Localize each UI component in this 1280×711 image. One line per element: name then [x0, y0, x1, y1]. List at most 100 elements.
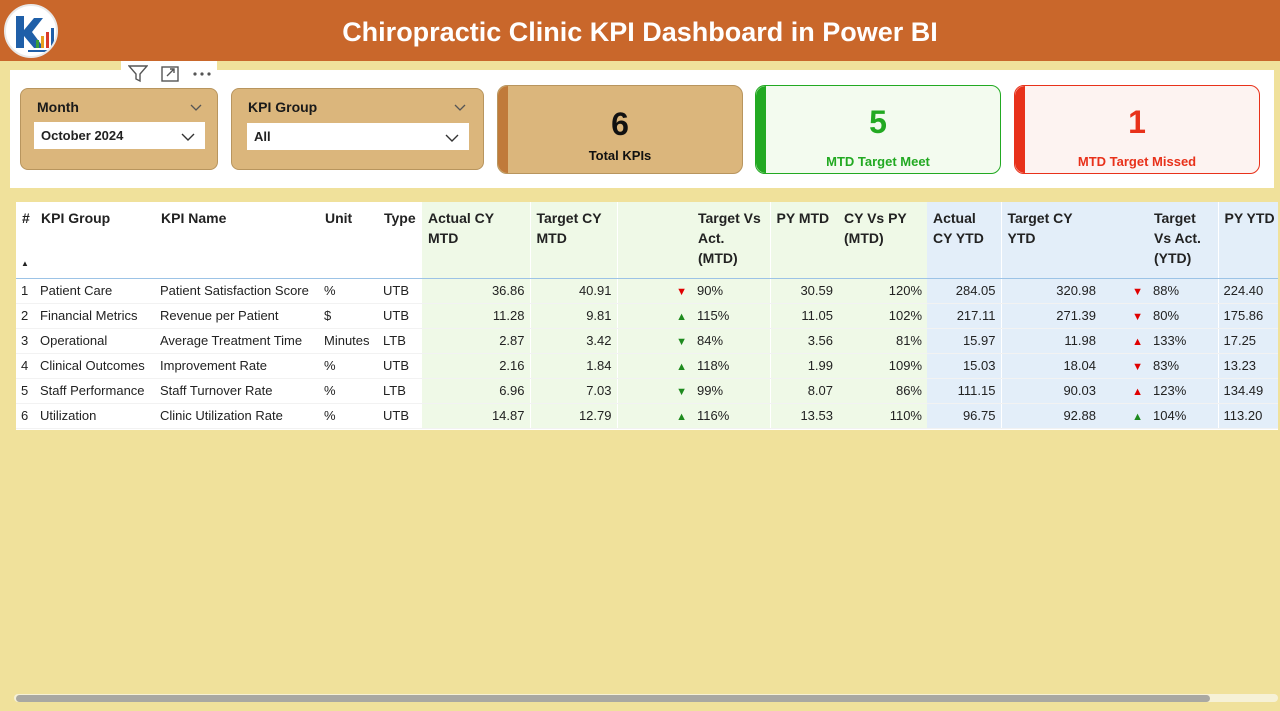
col-header-mtd-indicator — [617, 202, 692, 279]
mtd-status-arrow-icon: ▼ — [676, 386, 687, 398]
cell-mtd-indicator: ▲ — [617, 353, 692, 379]
card-accent-bar — [1015, 86, 1025, 173]
col-header-target-cy-ytd[interactable]: Target CY YTD — [1001, 202, 1101, 279]
mtd-status-arrow-icon: ▼ — [676, 336, 687, 348]
table-row[interactable]: 6 Utilization Clinic Utilization Rate% UTB 1… — [16, 403, 1278, 429]
cell-target-vs-act-mtd: 118% — [692, 353, 771, 379]
chevron-down-icon[interactable] — [189, 100, 203, 111]
cell-unit: % — [319, 353, 378, 379]
kpi-group-dropdown[interactable]: All — [247, 123, 469, 150]
card-accent-bar — [498, 86, 508, 173]
cell-py-mtd: 1.99 — [770, 353, 838, 379]
cell-type: LTB — [378, 328, 422, 354]
cell-ytd-indicator: ▼ — [1101, 353, 1148, 379]
cell-unit: % — [319, 403, 378, 429]
kpi-group-dropdown-value: All — [254, 129, 271, 144]
cell-target-cy-mtd: 1.84 — [530, 353, 618, 379]
cell-target-vs-act-mtd: 99% — [692, 378, 771, 404]
table-row[interactable]: 5 Staff Performance Staff Turnover Rate% LT… — [16, 378, 1278, 404]
cell-target-vs-act-mtd: 115% — [692, 303, 771, 329]
kpi-table[interactable]: # ▲ KPI Group KPI Name Unit Type Actual C… — [16, 202, 1278, 430]
cell-py-mtd: 13.53 — [770, 403, 838, 429]
col-header-target-vs-act-ytd[interactable]: Target Vs Act. (YTD) — [1148, 202, 1219, 279]
cell-target-vs-act-mtd: 116% — [692, 403, 771, 429]
col-header-actual-cy-ytd[interactable]: Actual CY YTD — [927, 202, 1002, 279]
cell-py-ytd: 17.25 — [1218, 328, 1278, 354]
cell-ytd-indicator: ▲ — [1101, 328, 1148, 354]
col-header-num[interactable]: # ▲ — [16, 202, 35, 279]
table-row[interactable]: 4 Clinical Outcomes Improvement Rate% UTB 2.… — [16, 353, 1278, 379]
cell-mtd-indicator: ▲ — [617, 303, 692, 329]
kpi-group-slicer: KPI Group All — [231, 88, 484, 170]
cell-num: 6 — [16, 403, 35, 429]
cell-cy-vs-py-mtd: 102% — [838, 303, 927, 329]
month-dropdown[interactable]: October 2024 — [34, 122, 205, 149]
cell-actual-cy-ytd: 284.05 — [927, 278, 1002, 304]
cell-target-cy-mtd: 40.91 — [530, 278, 618, 304]
cell-actual-cy-ytd: 15.03 — [927, 353, 1002, 379]
mtd-target-meet-value: 5 — [869, 104, 887, 140]
cell-target-cy-ytd: 18.04 — [1001, 353, 1101, 379]
ytd-status-arrow-icon: ▲ — [1132, 336, 1143, 348]
cell-actual-cy-mtd: 2.87 — [422, 328, 531, 354]
month-slicer-title: Month — [37, 99, 79, 115]
chevron-down-icon[interactable] — [453, 100, 467, 111]
cell-type: UTB — [378, 353, 422, 379]
focus-mode-icon[interactable] — [157, 63, 183, 85]
table-row[interactable]: 3 Operational Average Treatment Time Minute… — [16, 328, 1278, 354]
cell-py-mtd: 30.59 — [770, 278, 838, 304]
table-row[interactable]: 2 Financial Metrics Revenue per Patient $ UT… — [16, 303, 1278, 329]
cell-actual-cy-ytd: 15.97 — [927, 328, 1002, 354]
cell-target-vs-act-mtd: 84% — [692, 328, 771, 354]
cell-kpi-group: Staff Performance — [35, 378, 155, 404]
table-header-row: # ▲ KPI Group KPI Name Unit Type Actual C… — [16, 202, 1278, 279]
col-header-target-vs-act-mtd[interactable]: Target Vs Act. (MTD) — [692, 202, 771, 279]
mtd-target-meet-card: 5 MTD Target Meet — [755, 85, 1001, 174]
cell-cy-vs-py-mtd: 109% — [838, 353, 927, 379]
scrollbar-thumb[interactable] — [16, 695, 1210, 702]
cell-ytd-indicator: ▲ — [1101, 403, 1148, 429]
col-header-cy-vs-py-mtd[interactable]: CY Vs PY (MTD) — [838, 202, 927, 279]
cell-py-ytd: 224.40 — [1218, 278, 1278, 304]
cell-kpi-name: Revenue per Patient — [155, 303, 319, 329]
col-header-target-cy-mtd[interactable]: Target CY MTD — [530, 202, 618, 279]
more-options-icon[interactable] — [189, 63, 215, 85]
cell-cy-vs-py-mtd: 86% — [838, 378, 927, 404]
col-header-kpi-group[interactable]: KPI Group — [35, 202, 155, 279]
cell-cy-vs-py-mtd: 110% — [838, 403, 927, 429]
filter-icon[interactable] — [125, 63, 151, 85]
kpi-logo-icon — [4, 4, 58, 58]
mtd-status-arrow-icon: ▲ — [676, 411, 687, 423]
cell-target-cy-ytd: 92.88 — [1001, 403, 1101, 429]
cell-target-vs-act-mtd: 90% — [692, 278, 771, 304]
ytd-status-arrow-icon: ▼ — [1132, 311, 1143, 323]
visual-header-toolbar — [121, 61, 217, 87]
col-header-type[interactable]: Type — [378, 202, 422, 279]
mtd-target-missed-card: 1 MTD Target Missed — [1014, 85, 1260, 174]
kpi-group-slicer-title: KPI Group — [248, 99, 318, 115]
month-slicer: Month October 2024 — [20, 88, 218, 170]
cell-py-mtd: 11.05 — [770, 303, 838, 329]
cell-target-cy-mtd: 7.03 — [530, 378, 618, 404]
cell-target-vs-act-ytd: 80% — [1148, 303, 1219, 329]
col-header-py-mtd[interactable]: PY MTD — [770, 202, 838, 279]
cell-kpi-name: Improvement Rate — [155, 353, 319, 379]
col-header-actual-cy-mtd[interactable]: Actual CY MTD — [422, 202, 531, 279]
table-row[interactable]: 1 Patient Care Patient Satisfaction Score%… — [16, 278, 1278, 304]
cell-target-cy-mtd: 9.81 — [530, 303, 618, 329]
col-header-unit[interactable]: Unit — [319, 202, 378, 279]
col-header-kpi-name[interactable]: KPI Name — [155, 202, 319, 279]
mtd-status-arrow-icon: ▲ — [676, 311, 687, 323]
col-header-py-ytd[interactable]: PY YTD — [1218, 202, 1278, 279]
cell-kpi-name: Patient Satisfaction Score — [155, 278, 319, 304]
cell-num: 2 — [16, 303, 35, 329]
cell-unit: $ — [319, 303, 378, 329]
cell-target-cy-ytd: 320.98 — [1001, 278, 1101, 304]
cell-kpi-name: Average Treatment Time — [155, 328, 319, 354]
mtd-status-arrow-icon: ▲ — [676, 361, 687, 373]
cell-unit: % — [319, 378, 378, 404]
cell-actual-cy-ytd: 111.15 — [927, 378, 1002, 404]
cell-target-cy-mtd: 3.42 — [530, 328, 618, 354]
cell-type: UTB — [378, 403, 422, 429]
cell-type: UTB — [378, 278, 422, 304]
